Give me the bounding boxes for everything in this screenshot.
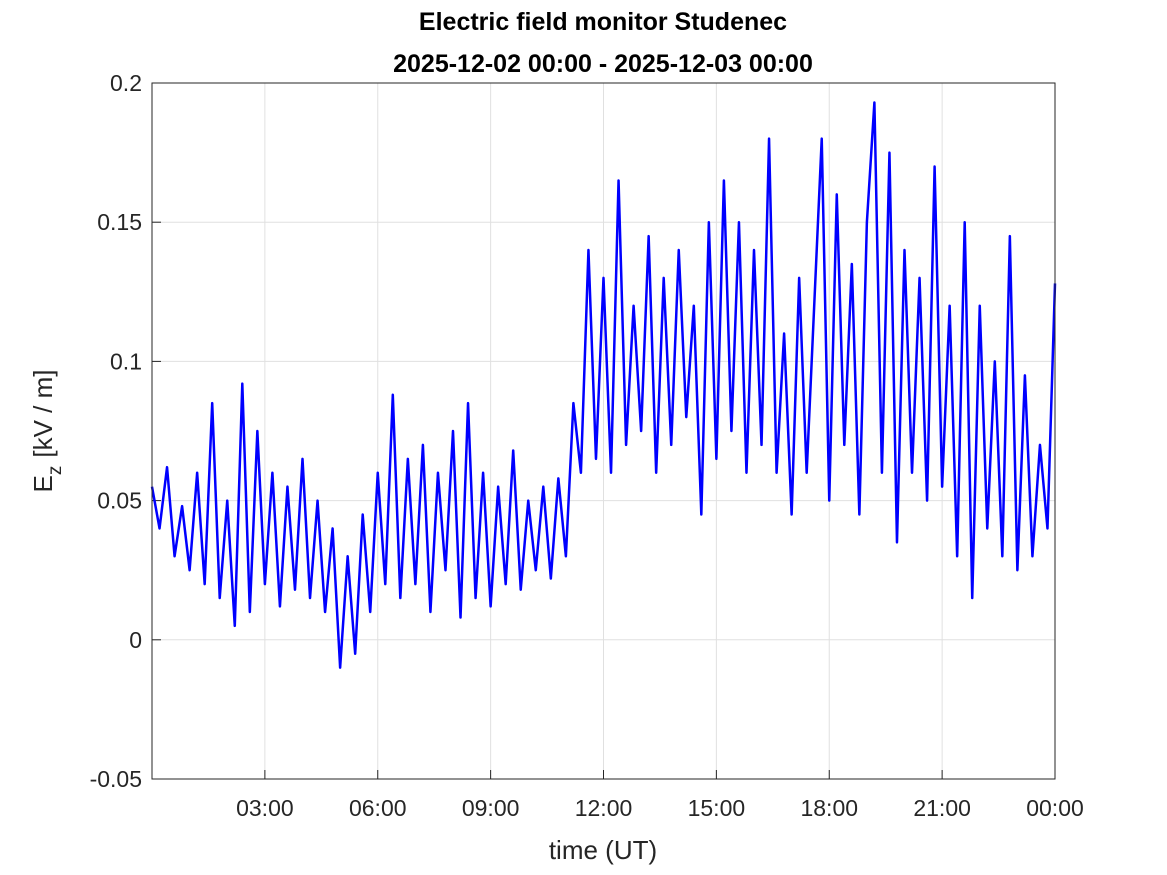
y-label-rest: [kV / m] bbox=[28, 370, 58, 458]
axes-box bbox=[151, 82, 1056, 780]
y-tick-label: 0.1 bbox=[110, 348, 142, 374]
x-tick-label: 12:00 bbox=[575, 795, 633, 821]
y-axis-label: Ez [kV / m] bbox=[28, 370, 66, 493]
y-tick-label: -0.05 bbox=[90, 766, 142, 792]
y-tick-label: 0.05 bbox=[97, 488, 142, 514]
y-label-sub: z bbox=[45, 466, 66, 476]
chart-subtitle: 2025-12-02 00:00 - 2025-12-03 00:00 bbox=[393, 50, 813, 78]
chart-title: Electric field monitor Studenec bbox=[419, 8, 787, 36]
y-tick-label: 0.2 bbox=[110, 70, 142, 96]
x-tick-label: 06:00 bbox=[349, 795, 407, 821]
y-tick-label: 0 bbox=[129, 627, 142, 653]
x-tick-label: 09:00 bbox=[462, 795, 520, 821]
x-tick-label: 00:00 bbox=[1026, 795, 1084, 821]
x-tick-label: 18:00 bbox=[800, 795, 858, 821]
x-tick-label: 21:00 bbox=[913, 795, 971, 821]
x-tick-label: 15:00 bbox=[688, 795, 746, 821]
x-axis-label: time (UT) bbox=[549, 835, 657, 865]
x-tick-label: 03:00 bbox=[236, 795, 294, 821]
y-tick-label: 0.15 bbox=[97, 209, 142, 235]
data-line bbox=[150, 101, 1057, 669]
y-label-main: E bbox=[28, 475, 58, 492]
